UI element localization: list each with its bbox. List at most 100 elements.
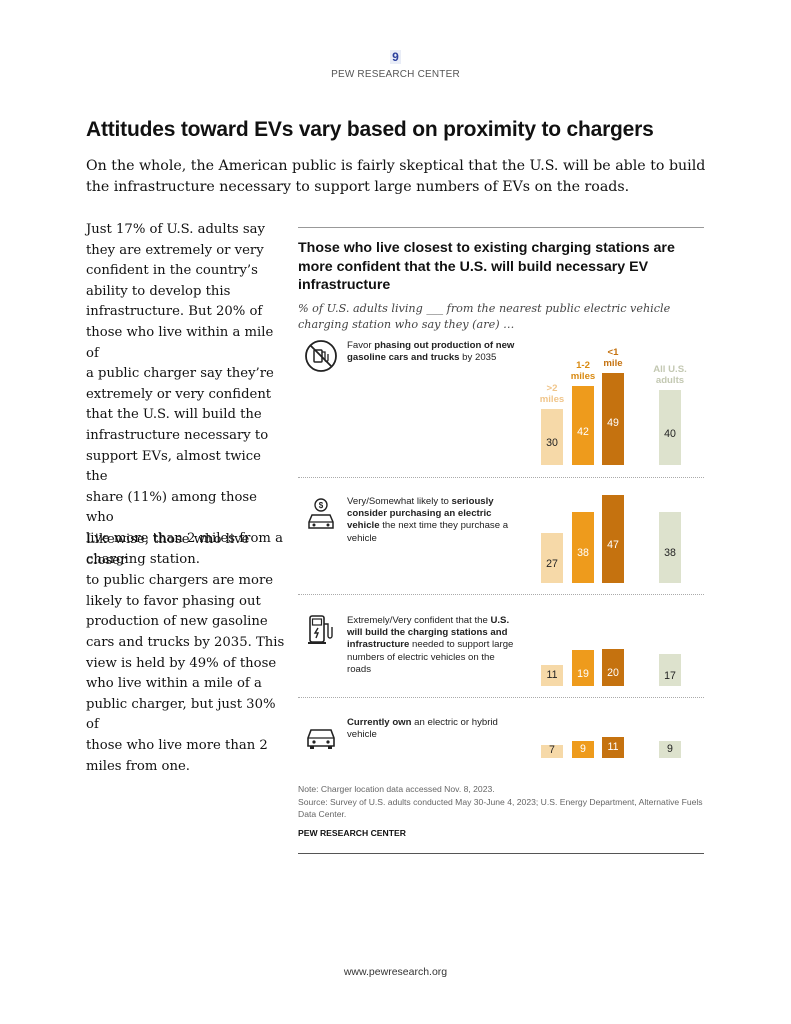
bar--2-miles <box>541 665 563 686</box>
bar-1-2-miles <box>572 511 594 583</box>
bar-value-label: 38 <box>664 547 676 560</box>
series-header-line: adults <box>655 375 685 387</box>
bar-value-label: 11 <box>546 668 558 681</box>
series-header-line: miles <box>539 393 565 405</box>
series-header: 1-2 miles <box>558 360 608 382</box>
series-header: All U.S. adults <box>645 364 695 386</box>
bar-value-label: 20 <box>607 667 619 680</box>
text-line: share (11%) among those who <box>86 489 257 526</box>
text-line: to public chargers are more <box>86 573 274 589</box>
bar--2-miles <box>541 408 563 465</box>
row-label-segment: seriously consider purchasing an electri… <box>347 496 494 532</box>
bar-value-label: 38 <box>577 547 589 560</box>
row-label-segment: Favor <box>347 340 375 351</box>
row-label-segment: an electric or hybrid vehicle <box>347 717 498 741</box>
body-paragraph-1: Just 17% of U.S. adults say they are extr… <box>86 220 286 570</box>
chart-top-rule <box>298 227 704 228</box>
no-gas-car-icon <box>303 338 339 374</box>
text-line: who live within a mile of a <box>86 676 262 692</box>
series-header: >2 miles <box>527 383 577 405</box>
text-line: extremely or very confident <box>86 386 272 402</box>
bar-value-label: 42 <box>577 425 589 438</box>
row-label-segment: phasing out production of new gasoline c… <box>347 340 515 364</box>
bar-1-2-miles <box>572 650 594 686</box>
text-line: that the U.S. will build the <box>86 407 262 423</box>
page-number: 9 <box>390 50 401 64</box>
text-line: confident in the country’s <box>86 263 258 279</box>
bar-value-label: 19 <box>577 668 589 681</box>
row-label: Extremely/Very confident that the U.S. w… <box>347 615 517 676</box>
text-line: likely to favor phasing out <box>86 593 261 609</box>
chart-note: Note: Charger location data accessed Nov… <box>298 784 495 794</box>
intro-paragraph: On the whole, the American public is fai… <box>86 158 706 195</box>
bar-all-u-s-adults <box>659 741 681 758</box>
chart-credit: PEW RESEARCH CENTER <box>298 828 406 838</box>
row-separator <box>298 697 704 698</box>
series-header-line: mile <box>603 358 623 370</box>
text-line: infrastructure. But 20% of <box>86 304 263 320</box>
series-header: <1 mile <box>588 347 638 369</box>
footer-url: www.pewresearch.org <box>343 966 448 978</box>
row-label: Very/Somewhat likely to seriously consid… <box>347 496 517 545</box>
bar-value-label: 47 <box>607 539 619 552</box>
text-line: Just 17% of U.S. adults say <box>86 222 265 237</box>
row-label-segment: by 2035 <box>459 352 497 364</box>
row-label-segment: the next time they purchase a vehicle <box>347 520 509 544</box>
row-label-segment: Very/Somewhat likely to <box>347 496 452 507</box>
text-line: charging station. <box>86 551 200 567</box>
bar--1-mile <box>602 373 624 465</box>
svg-text:$: $ <box>319 501 324 510</box>
bar-all-u-s-adults <box>659 390 681 465</box>
row-label-segment: needed to support large numbers of elect… <box>347 639 514 675</box>
text-line: they are extremely or very <box>86 242 264 258</box>
bar--1-mile <box>602 648 624 686</box>
text-line: a public charger say they’re <box>86 366 274 382</box>
body-paragraph-2: Likewise, those who live closer to public… <box>86 530 286 777</box>
text-line: support EVs, almost twice the <box>86 448 261 485</box>
bar-1-2-miles <box>572 741 594 758</box>
chart-source: Source: Survey of U.S. adults conducted … <box>298 797 703 820</box>
text-line: live more than 2 miles from a <box>86 530 283 546</box>
bar--2-miles <box>541 532 563 583</box>
series-header-line: All U.S. <box>653 364 687 376</box>
series-header-line: >2 <box>546 382 558 394</box>
chart-bottom-rule <box>298 853 704 854</box>
charging-station-icon <box>303 612 339 648</box>
row-label-segment: U.S. will build the charging stations an… <box>347 615 510 651</box>
bar-value-label: 9 <box>580 742 586 755</box>
bar-value-label: 11 <box>607 740 619 753</box>
bar-value-label: 30 <box>546 436 558 449</box>
row-label-segment: Currently own <box>347 717 412 728</box>
text-line: infrastructure necessary to <box>86 427 269 443</box>
chart-subtitle: % of U.S. adults living ___ from the nea… <box>298 302 671 331</box>
bar-value-label: 7 <box>549 744 555 757</box>
page-title: Attitudes toward EVs vary based on proxi… <box>86 118 654 141</box>
bar-all-u-s-adults <box>659 654 681 686</box>
bar-value-label: 9 <box>667 742 673 755</box>
bar--1-mile <box>602 495 624 583</box>
row-separator <box>298 477 704 478</box>
bar--1-mile <box>602 737 624 758</box>
text-line: ability to develop this <box>86 283 231 299</box>
text-line: those who live within a mile of <box>86 324 274 361</box>
bar--2-miles <box>541 744 563 758</box>
text-line: view is held by 49% of those <box>86 655 277 671</box>
text-line: those who live more than 2 <box>86 737 268 753</box>
text-line: Likewise, those who live closer <box>86 532 250 568</box>
bar-all-u-s-adults <box>659 511 681 583</box>
text-line: miles from one. <box>86 758 190 774</box>
row-separator <box>298 594 704 595</box>
series-header-line: 1-2 <box>576 360 590 372</box>
header-org: PEW RESEARCH CENTER <box>331 69 460 80</box>
series-header-line: <1 <box>607 347 619 359</box>
bar-value-label: 17 <box>664 670 676 683</box>
row-label: Currently own an electric or hybrid vehi… <box>347 717 517 741</box>
row-label-segment: Extremely/Very confident that the <box>347 615 491 626</box>
bar-value-label: 49 <box>607 417 619 430</box>
row-label: Favor phasing out production of new gaso… <box>347 340 517 364</box>
car-icon <box>303 717 339 753</box>
bar-value-label: 40 <box>664 427 676 440</box>
text-line: public charger, but just 30% of <box>86 696 276 733</box>
series-header-line: miles <box>570 371 596 383</box>
dollar-car-icon: $ <box>303 497 339 533</box>
